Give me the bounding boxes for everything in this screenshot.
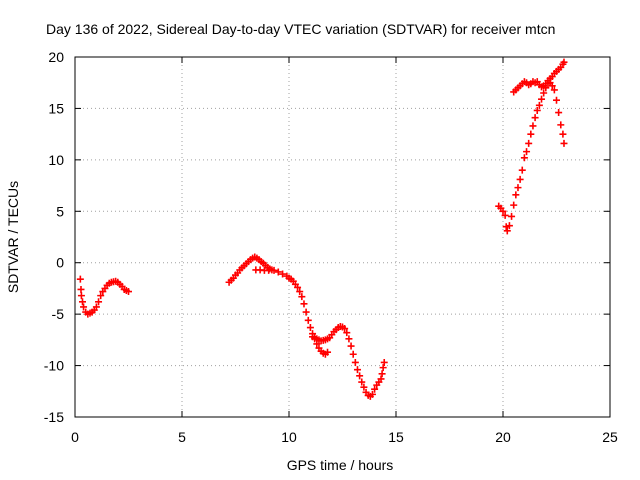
y-tick-label: 5 xyxy=(56,203,64,219)
plot-frame xyxy=(74,56,611,418)
series-segment-1 xyxy=(76,275,132,318)
data-point xyxy=(274,268,282,276)
data-point xyxy=(368,390,376,398)
data-point xyxy=(525,139,533,147)
y-tick-label: 20 xyxy=(48,49,64,65)
data-point xyxy=(550,86,558,94)
data-point xyxy=(540,89,548,97)
chart-title: Day 136 of 2022, Sidereal Day-to-day VTE… xyxy=(46,21,555,37)
data-point xyxy=(527,130,535,138)
data-point xyxy=(78,298,86,306)
x-tick-label: 0 xyxy=(71,429,79,445)
data-point xyxy=(531,114,539,122)
data-point xyxy=(349,350,357,358)
data-point xyxy=(356,372,364,380)
y-tick-label: 0 xyxy=(56,255,64,271)
data-point xyxy=(252,266,260,274)
data-point xyxy=(502,223,510,231)
data-point xyxy=(97,292,105,300)
data-point xyxy=(529,122,537,130)
data-point xyxy=(538,95,546,103)
data-point xyxy=(77,285,85,293)
data-point xyxy=(557,121,565,129)
data-point xyxy=(343,329,351,337)
data-point xyxy=(324,348,332,356)
data-point xyxy=(80,303,88,311)
x-tick-label: 25 xyxy=(602,429,618,445)
data-point xyxy=(296,288,304,296)
x-axis-label: GPS time / hours xyxy=(287,457,394,473)
data-point xyxy=(300,300,308,308)
x-tick-label: 15 xyxy=(388,429,404,445)
data-point xyxy=(358,378,366,386)
data-point xyxy=(347,342,355,350)
data-point xyxy=(371,385,379,393)
tick-labels: 0 5 10 15 20 25 -15 -10 -5 0 5 10 15 20 xyxy=(44,49,618,445)
data-point xyxy=(518,166,526,174)
data-point xyxy=(302,308,310,316)
data-point xyxy=(520,154,528,162)
data-point xyxy=(553,96,560,104)
data-point xyxy=(512,191,520,199)
data-point xyxy=(76,275,84,283)
x-tick-label: 20 xyxy=(495,429,511,445)
data-point xyxy=(555,109,563,117)
data-point xyxy=(360,383,368,391)
y-tick-label: -10 xyxy=(44,358,64,374)
data-point xyxy=(499,207,507,215)
data-point xyxy=(306,324,314,332)
data-point xyxy=(560,139,568,147)
data-point xyxy=(548,82,556,90)
data-point xyxy=(508,212,516,220)
data-point xyxy=(505,222,513,230)
data-point xyxy=(516,175,524,183)
data-point xyxy=(125,288,132,296)
data-point xyxy=(351,358,359,366)
data-point xyxy=(533,106,541,114)
data-point xyxy=(377,375,385,383)
data-point xyxy=(341,325,349,333)
data-point xyxy=(559,130,567,138)
data-point xyxy=(501,211,509,219)
data-point xyxy=(503,227,511,235)
x-tick-label: 10 xyxy=(281,429,297,445)
data-point xyxy=(514,184,522,192)
data-points xyxy=(76,58,568,400)
data-point xyxy=(353,366,361,374)
y-tick-label: 15 xyxy=(48,100,64,116)
data-point xyxy=(510,201,518,209)
series-segment-3 xyxy=(495,58,568,235)
data-point xyxy=(560,58,568,66)
y-tick-label: 10 xyxy=(48,152,64,168)
series-segment-2 xyxy=(225,253,388,400)
data-point xyxy=(77,292,85,300)
y-tick-label: -15 xyxy=(44,409,64,425)
data-point xyxy=(523,148,531,156)
data-point xyxy=(535,101,543,109)
data-point xyxy=(380,358,388,366)
ticks xyxy=(74,56,611,418)
data-point xyxy=(298,293,306,301)
y-axis-label: SDTVAR / TECUs xyxy=(5,181,21,293)
data-point xyxy=(294,283,302,291)
data-point xyxy=(378,370,386,378)
data-point xyxy=(92,303,100,311)
data-point xyxy=(95,298,103,306)
data-point xyxy=(304,316,312,324)
data-point xyxy=(270,266,278,274)
data-point xyxy=(345,335,353,343)
y-tick-label: -5 xyxy=(52,306,65,322)
data-point xyxy=(279,270,287,278)
grid xyxy=(75,57,610,417)
x-tick-label: 5 xyxy=(178,429,186,445)
data-point xyxy=(379,364,387,372)
